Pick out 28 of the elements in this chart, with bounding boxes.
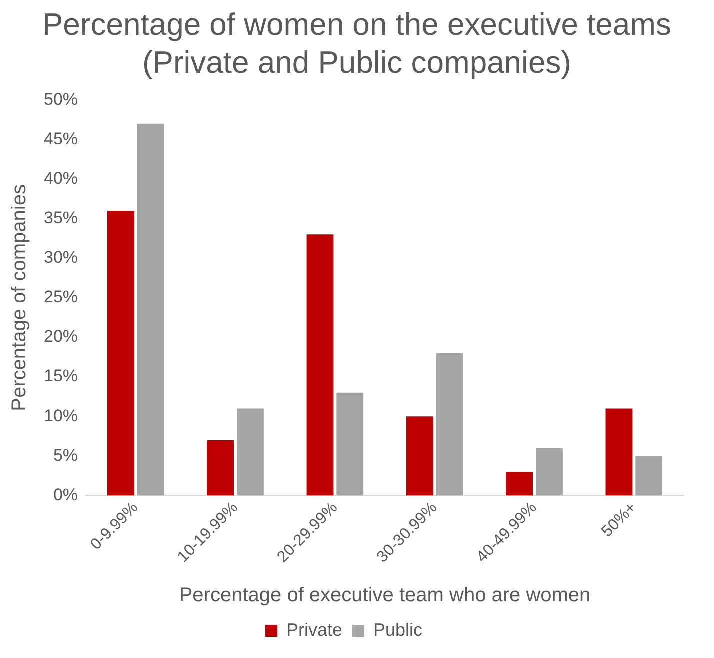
y-tick-label: 35% [44, 208, 78, 228]
bar [107, 210, 134, 496]
x-axis-title: Percentage of executive team who are women [179, 584, 591, 607]
bar [237, 408, 264, 496]
bar [606, 408, 633, 496]
bar [436, 353, 464, 496]
y-tick-label: 50% [44, 90, 78, 109]
y-tick-label: 25% [44, 288, 78, 307]
y-tick-label: 45% [44, 129, 78, 148]
y-tick-label: 20% [44, 327, 78, 346]
y-tick-label: 15% [44, 366, 78, 386]
y-tick-label: 30% [44, 248, 78, 268]
bar [406, 416, 434, 496]
y-axis-title: Percentage of companies [8, 184, 31, 412]
y-tick-label: 40% [44, 168, 78, 188]
legend-label: Public [374, 620, 423, 640]
bar [506, 472, 534, 496]
legend-label: Private [286, 620, 343, 640]
chart-title: Percentage of women on the executive teams (Private and Public companies) [42, 6, 672, 82]
bar [336, 392, 364, 496]
bar [306, 234, 334, 496]
bar [636, 456, 663, 496]
y-tick-label: 5% [53, 446, 78, 465]
bar [137, 124, 164, 496]
bar [207, 440, 234, 496]
y-tick-label: 0% [53, 485, 78, 504]
bar [536, 448, 563, 496]
y-tick-label: 10% [44, 406, 78, 426]
